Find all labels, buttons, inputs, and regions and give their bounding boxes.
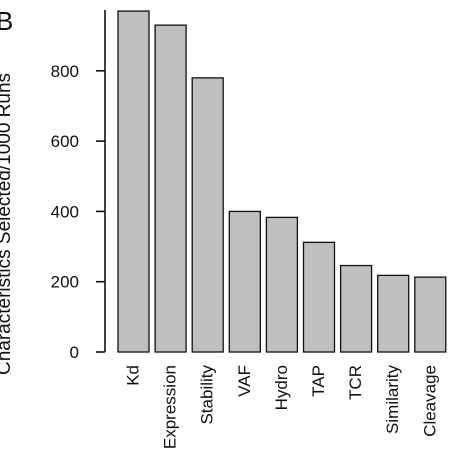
panel-letter: B [0, 6, 13, 36]
y-axis-label: Characteristics Selected/1000 Runs [0, 73, 15, 375]
bar-tcr [339, 264, 373, 353]
bar-expression [154, 24, 187, 353]
x-tick-label: Expression [161, 365, 180, 449]
y-tick-label: 600 [51, 132, 79, 151]
bar-vaf [228, 210, 261, 353]
x-tick-label: TAP [309, 365, 328, 397]
bar-similarity [377, 274, 410, 353]
x-tick-label: Similarity [383, 365, 402, 434]
x-tick-label: TCR [346, 365, 365, 400]
y-tick-label: 800 [51, 62, 79, 81]
bars [117, 10, 447, 353]
bar-stability [191, 77, 224, 353]
y-tick-label: 200 [51, 273, 79, 292]
y-tick-label: 0 [70, 343, 79, 362]
x-tick-label: Hydro [272, 365, 291, 410]
x-axis-labels: Kd Expression Stability VAF Hydro TAP TCR Simil… [124, 365, 440, 450]
bar-cleavage [414, 276, 447, 353]
x-tick-label: Kd [124, 365, 143, 386]
x-tick-label: VAF [235, 365, 254, 397]
bar-tap [302, 241, 336, 353]
x-tick-label: Stability [198, 365, 217, 425]
x-tick-label: Cleavage [420, 365, 439, 437]
bar-hydro [265, 216, 299, 353]
y-axis: 0 200 400 600 800 [51, 10, 106, 362]
bar-kd [117, 10, 150, 353]
y-tick-label: 400 [51, 202, 79, 221]
